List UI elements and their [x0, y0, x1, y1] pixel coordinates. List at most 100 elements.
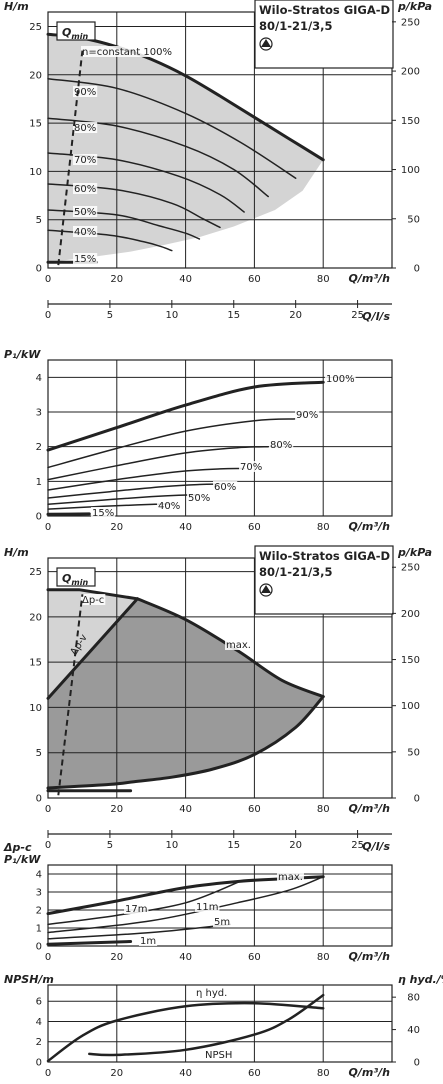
x-tick-label: 40 [179, 274, 192, 285]
x-tick-label: 60 [248, 1068, 261, 1079]
y-axis-label: P₁/kW [4, 853, 41, 866]
x-axis-label: Q/m³/h [349, 950, 391, 963]
y-right-axis-label: p/kPa [397, 0, 432, 13]
y-tick-label: 4 [36, 870, 42, 881]
y-right-tick-label: 0 [414, 1058, 420, 1069]
x-tick-label: 20 [110, 522, 123, 533]
y-tick-label: 2 [36, 1037, 42, 1048]
chart-title-line1: Wilo-Stratos GIGA-D [259, 549, 390, 563]
x-axis-label: Q/m³/h [349, 1066, 391, 1079]
y-tick-label: 2 [36, 906, 42, 917]
y-tick-label: 0 [36, 512, 42, 523]
series-label: 15% [92, 508, 114, 519]
y-right-tick-label: 100 [401, 165, 420, 176]
x-tick-label: 80 [317, 804, 330, 815]
y-tick-label: 20 [29, 612, 42, 623]
y-right-tick-label: 200 [401, 609, 420, 620]
x-tick-label: 40 [179, 522, 192, 533]
y-right-tick-label: 150 [401, 116, 420, 127]
series-label: 80% [74, 123, 96, 134]
series-label: 70% [74, 155, 96, 166]
x-tick-label: 60 [248, 274, 261, 285]
y-right-axis-label: η hyd./% [398, 973, 443, 986]
y-tick-label: 20 [29, 70, 42, 81]
series-label: Δp-c [82, 595, 104, 606]
x-axis-label: Q/m³/h [349, 520, 391, 533]
series-label: max. [278, 872, 303, 883]
x2-tick-label: 10 [165, 310, 178, 321]
series-label: n=constant 100% [82, 47, 172, 58]
series-label: 50% [74, 207, 96, 218]
y-right-tick-label: 200 [401, 67, 420, 78]
y-tick-label: 0 [36, 794, 42, 805]
series-label: 70% [240, 462, 262, 473]
x2-tick-label: 20 [289, 310, 302, 321]
x2-tick-label: 20 [289, 840, 302, 851]
y-axis-label: NPSH/m [4, 973, 54, 986]
y-right-tick-label: 150 [401, 655, 420, 666]
y-tick-label: 15 [29, 119, 42, 130]
y-tick-label: 3 [36, 408, 42, 419]
y-tick-label: 25 [29, 567, 42, 578]
series-label: NPSH [205, 1050, 232, 1061]
y-right-tick-label: 100 [401, 701, 420, 712]
y-tick-label: 10 [29, 703, 42, 714]
y-right-axis-label: p/kPa [397, 546, 432, 559]
series-label: 40% [74, 227, 96, 238]
y-tick-label: 5 [36, 215, 42, 226]
x2-tick-label: 5 [107, 840, 113, 851]
y-tick-label: 10 [29, 167, 42, 178]
x-tick-label: 20 [110, 804, 123, 815]
series-label: 60% [214, 482, 236, 493]
y-right-tick-label: 80 [407, 993, 420, 1004]
x-tick-label: 20 [110, 1068, 123, 1079]
x2-tick-label: 10 [165, 840, 178, 851]
series-label: 60% [74, 184, 96, 195]
y-tick-label: 0 [36, 264, 42, 275]
x-tick-label: 0 [45, 952, 51, 963]
series-label: 90% [296, 410, 318, 421]
y-axis-label: P₁/kW [4, 348, 41, 361]
y-axis-label: H/m [4, 0, 29, 13]
series-label: 100% [326, 374, 355, 385]
x-tick-label: 80 [317, 274, 330, 285]
x2-tick-label: 5 [107, 310, 113, 321]
x2-axis-label: Q/l/s [362, 840, 390, 853]
y-tick-label: 2 [36, 442, 42, 453]
y-axis-label: H/m [4, 546, 29, 559]
series-1m [48, 942, 131, 945]
x-tick-label: 80 [317, 952, 330, 963]
x-axis-label: Q/m³/h [349, 272, 391, 285]
series-label: 50% [188, 493, 210, 504]
y-right-tick-label: 50 [407, 747, 420, 758]
chart-title-line2: 80/1-21/3,5 [259, 19, 333, 33]
series-label: 40% [158, 501, 180, 512]
series-label: 11m [196, 902, 218, 913]
x-tick-label: 80 [317, 522, 330, 533]
y-tick-label: 0 [36, 1058, 42, 1069]
series-90- [48, 419, 296, 468]
series-label: 17m [125, 904, 147, 915]
chart-title-line1: Wilo-Stratos GIGA-D [259, 3, 390, 17]
y-tick-label: 1 [36, 477, 42, 488]
series-label: max. [226, 640, 251, 651]
series-label: 15% [74, 254, 96, 265]
y-right-tick-label: 0 [414, 794, 420, 805]
series-label: η hyd. [196, 988, 227, 999]
y-tick-label: 1 [36, 924, 42, 935]
y-tick-label: 15 [29, 658, 42, 669]
x-axis-label: Q/m³/h [349, 802, 391, 815]
x2-tick-label: 15 [227, 840, 240, 851]
x-tick-label: 0 [45, 1068, 51, 1079]
x-tick-label: 0 [45, 522, 51, 533]
series-label: 80% [270, 440, 292, 451]
y-tick-label: 3 [36, 888, 42, 899]
y-right-tick-label: 40 [407, 1025, 420, 1036]
x2-tick-label: 0 [45, 840, 51, 851]
y-axis-label-top: Δp-c [3, 841, 32, 854]
y-tick-label: 4 [36, 1017, 42, 1028]
y-tick-label: 4 [36, 373, 42, 384]
x-tick-label: 60 [248, 952, 261, 963]
